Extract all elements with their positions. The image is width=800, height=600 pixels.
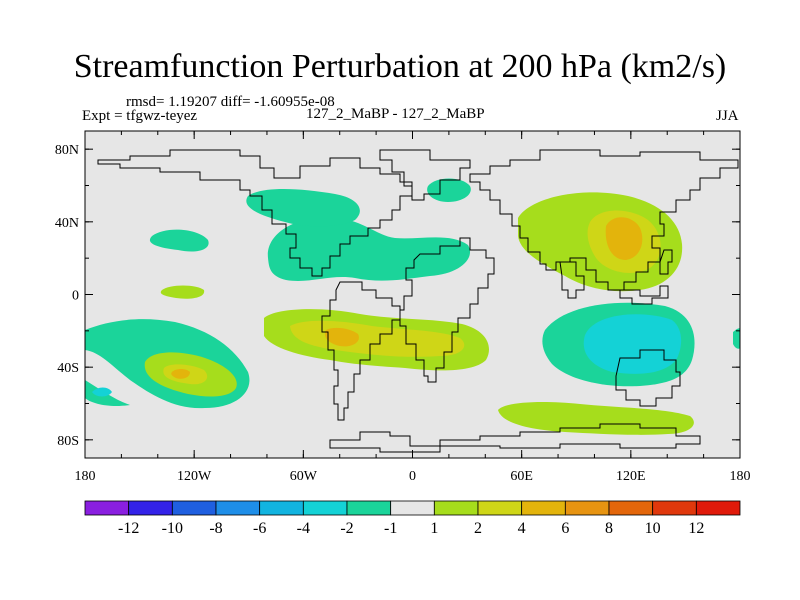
colorbar-swatch <box>652 500 697 516</box>
colorbar-label: -6 <box>253 520 266 537</box>
colorbar-label: 1 <box>430 520 438 537</box>
colorbar-label: 8 <box>605 520 613 537</box>
colorbar-label: 6 <box>561 520 569 537</box>
stats-text: rmsd= 1.19207 diff= -1.60955e-08 <box>126 94 335 110</box>
contour-neg1-natl <box>267 217 471 281</box>
colorbar-swatch <box>521 500 566 516</box>
colorbar-label: 2 <box>474 520 482 537</box>
contour-neg1-europe <box>427 178 471 202</box>
colorbar-swatch <box>564 500 610 516</box>
colorbar: -12 -10 -8 -6 -4 -2 -1 1 2 4 6 8 10 12 <box>84 500 741 537</box>
colorbar-swatch <box>608 500 654 516</box>
lat-tick-label: 40S <box>57 361 79 376</box>
lat-tick-label: 0 <box>72 289 79 304</box>
colorbar-swatch <box>302 500 348 516</box>
contour-neg1-right-edge <box>733 328 740 349</box>
contour-pos1-south <box>498 402 694 435</box>
colorbar-label: -1 <box>384 520 397 537</box>
contour-neg2-sw <box>92 387 112 397</box>
coastline-antarctica <box>329 423 701 453</box>
coastline-australia <box>615 349 681 407</box>
coastline-india <box>559 261 585 299</box>
coastlines <box>97 149 739 453</box>
lon-tick-label: 120W <box>177 469 212 484</box>
colorbar-label: -8 <box>209 520 222 537</box>
lon-tick-label: 180 <box>75 469 96 484</box>
colorbar-label: -4 <box>297 520 310 537</box>
colorbar-swatch <box>695 500 741 516</box>
experiment-label: Expt = tfgwz-teyez <box>82 108 198 124</box>
axis-ticks: 80N 40N 0 40S 80S 180 120W 60W 0 60E 120E 180 <box>55 131 751 484</box>
coastline-europe-africa <box>399 237 495 383</box>
colorbar-swatch <box>390 500 435 516</box>
coastline-greenland <box>379 149 471 201</box>
contour-pos1-small <box>160 285 205 299</box>
contour-pos4-npac <box>605 217 643 260</box>
contour-pos4-sw <box>171 369 190 379</box>
coastline-north-america <box>97 149 413 277</box>
colorbar-label: -10 <box>162 520 183 537</box>
season-label: JJA <box>716 108 739 124</box>
lat-tick-label: 40N <box>55 216 79 231</box>
colorbar-label: -12 <box>118 520 139 537</box>
contour-neg1-small-w <box>149 229 209 252</box>
comparison-label: 127_2_MaBP - 127_2_MaBP <box>306 106 485 122</box>
lon-tick-label: 60W <box>290 469 318 484</box>
colorbar-swatch <box>128 500 173 516</box>
lon-tick-label: 0 <box>409 469 416 484</box>
colorbar-swatch <box>171 500 217 516</box>
colorbar-swatch <box>84 500 130 516</box>
colorbar-label: -2 <box>340 520 353 537</box>
lat-tick-label: 80S <box>57 434 79 449</box>
colorbar-label: 12 <box>688 520 704 537</box>
lon-tick-label: 120E <box>616 469 646 484</box>
lon-tick-label: 60E <box>510 469 533 484</box>
coastline-south-america <box>321 281 401 421</box>
coastline-eurasia <box>469 149 739 291</box>
colorbar-swatch <box>477 500 523 516</box>
lon-tick-label: 180 <box>730 469 751 484</box>
contour-fields <box>85 178 740 435</box>
colorbar-swatch <box>215 500 261 516</box>
colorbar-swatch <box>259 500 304 516</box>
colorbar-swatch <box>433 500 479 516</box>
coastline-japan <box>659 249 673 275</box>
colorbar-label: 4 <box>518 520 526 537</box>
lat-tick-label: 80N <box>55 143 79 158</box>
contour-pos4-tropics <box>324 327 359 347</box>
contour-neg2-spac <box>583 314 682 374</box>
plot-title: Streamfunction Perturbation at 200 hPa (… <box>73 48 727 85</box>
contour-neg1-nw <box>246 189 360 227</box>
contour-neg1-sw2 <box>85 380 130 407</box>
colorbar-swatch <box>346 500 392 516</box>
colorbar-label: 10 <box>645 520 661 537</box>
coastline-se-asia <box>619 285 669 305</box>
